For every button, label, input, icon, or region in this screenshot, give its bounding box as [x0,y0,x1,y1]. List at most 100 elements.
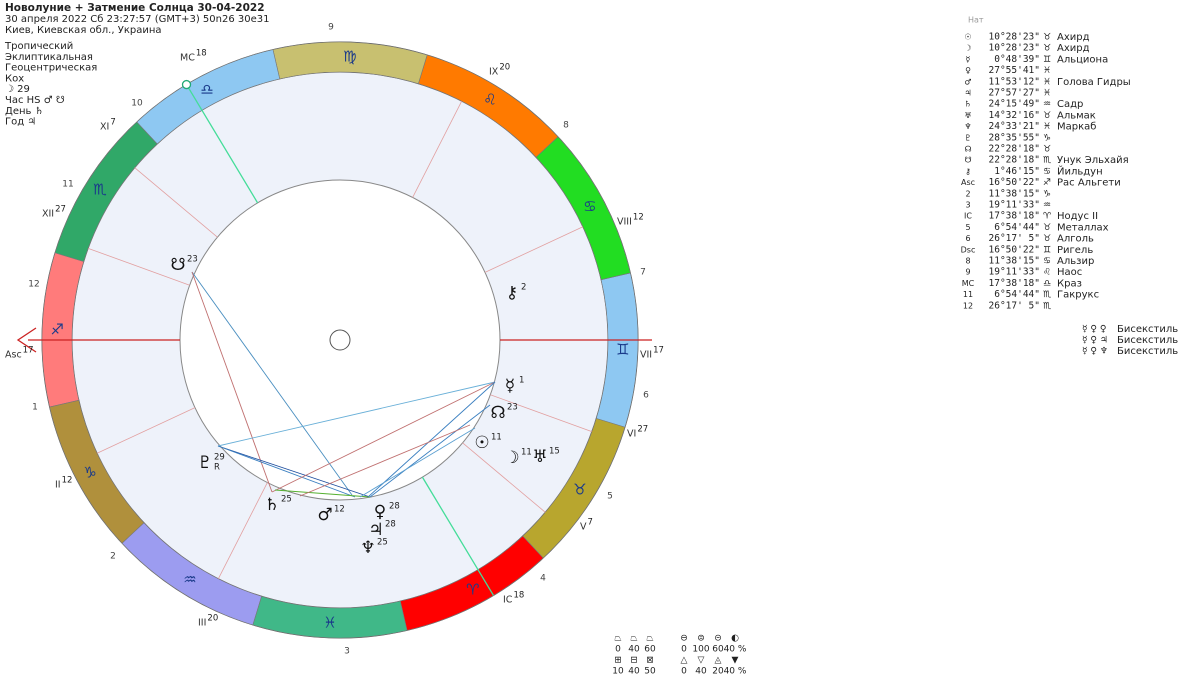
stat-cell: 10 [612,667,624,677]
row-star: Унук Эльхайя [1057,155,1129,166]
cusp-line [484,226,584,273]
row-glyph: 3 [965,201,970,210]
row-position: 6°54'44" [994,222,1040,233]
stat-cell: 40 [628,667,640,677]
row-sign: ♑ [1043,133,1051,143]
pattern-glyphs: ☿ ♀ ♆ [1082,347,1108,357]
stat-cell: ▽ [698,656,705,666]
title: Новолуние + Затмение Солнца 30-04-2022 [5,2,265,14]
pattern-name: Бисекстиль [1117,346,1178,357]
cusp-line [185,84,259,204]
planet-glyph: ☋ [170,255,185,275]
row-star: Ахирд [1057,43,1090,54]
row-glyph: ♄ [964,100,971,109]
asc-arrow [16,327,37,353]
planet-retro: R [214,463,220,473]
row-glyph: ♃ [964,89,971,98]
row-position: 26°17' 5" [989,300,1040,311]
row-glyph: Asc [961,178,975,187]
row-sign: ♉ [1043,44,1051,54]
row-position: 16°50'22" [989,244,1040,255]
sign-glyph: ♑ [83,463,96,481]
row-glyph: ☉ [964,33,971,42]
sign-glyph: ♌ [483,91,496,109]
stat-cell: 0 [681,667,687,677]
row-sign: ♈ [1043,212,1052,222]
row-star: Садр [1057,99,1083,110]
row-position: 11°38'15" [989,188,1040,199]
row-glyph: IC [964,212,972,221]
stat-cell: ⏢ [614,634,621,644]
row-star: Йильдун [1057,164,1103,177]
sign-glyph: ♊ [616,340,629,358]
aspect-line [367,381,496,498]
row-sign: ♓ [1043,77,1051,87]
row-sign: ♒ [1043,201,1051,211]
planet-glyph: ⚷ [506,283,518,303]
sign-segment [252,595,408,639]
row-glyph: 2 [965,189,970,198]
row-position: 27°55'41" [989,65,1040,76]
pattern-glyphs: ☿ ♀ ♀ [1082,325,1106,335]
house-number: 9 [328,23,334,33]
cusp-degree: 27 [55,205,66,215]
row-star: Альзир [1057,256,1094,267]
row-position: 24°33'21" [989,121,1040,132]
cusp-line [96,407,196,454]
row-star: Рас Альгети [1057,178,1121,189]
row-glyph: ☋ [964,156,971,165]
stat-cell: ⊠ [646,656,654,666]
row-star: Альциона [1057,54,1108,65]
row-position: 6°54'44" [994,289,1040,300]
cusp-degree: 12 [633,213,644,223]
row-star: Альмак [1057,110,1096,121]
row-sign: ♐ [1043,178,1051,188]
setting: ☽ 29 [5,84,30,95]
row-glyph: 11 [963,290,973,299]
row-glyph: ♂ [964,77,971,86]
aspect-line [369,404,491,498]
date: 30 апреля 2022 Сб 23:27:57 (GMT+3) 50n26… [5,14,269,25]
row-position: 10°28'23" [989,43,1040,54]
planet-degree: 23 [507,403,518,413]
cusp-degree: 17 [653,346,664,356]
row-star: Маркаб [1057,122,1096,133]
cusp-label: IX [489,67,499,78]
row-position: 28°35'55" [989,132,1040,143]
house-number: 12 [28,280,39,290]
house-number: 6 [643,391,649,401]
row-sign: ♏ [1043,156,1051,166]
row-position: 17°38'18" [989,278,1040,289]
stat-cell: 60 [644,645,656,655]
aspect-line [299,424,471,497]
setting: День ♄ [5,106,44,117]
row-sign: ♊ [1043,55,1051,65]
stat-cell: 40 [695,667,707,677]
planet-glyph: ☿ [505,376,515,396]
row-glyph: ♆ [964,122,971,131]
stat-cell: ▼ [732,656,739,666]
stat-cell: 0 [681,645,687,655]
cusp-label: IC [503,595,513,606]
planet-glyph: ♇ [197,453,212,473]
planet-degree: 28 [385,520,396,530]
stat-cell: ⏢ [630,634,637,644]
row-sign: ♓ [1043,89,1051,99]
row-position: 22°28'18" [989,155,1040,166]
planet-glyph: ☊ [490,403,505,423]
row-position: 11°53'12" [989,76,1040,87]
stat-cell: 100 [692,645,709,655]
stat-cell: 0 [615,645,621,655]
planet-degree: 25 [281,495,292,505]
aspect-line [359,427,476,498]
sign-glyph: ♓ [323,613,336,631]
row-sign: ♉ [1043,223,1051,233]
stat-cell: 60 [712,645,724,655]
sign-glyph: ♏ [93,181,107,199]
cusp-degree: 27 [637,425,648,435]
stat-cell: 40 [628,645,640,655]
stat-cell: ⊜ [697,634,705,644]
stat-cell: ⊞ [614,656,622,666]
